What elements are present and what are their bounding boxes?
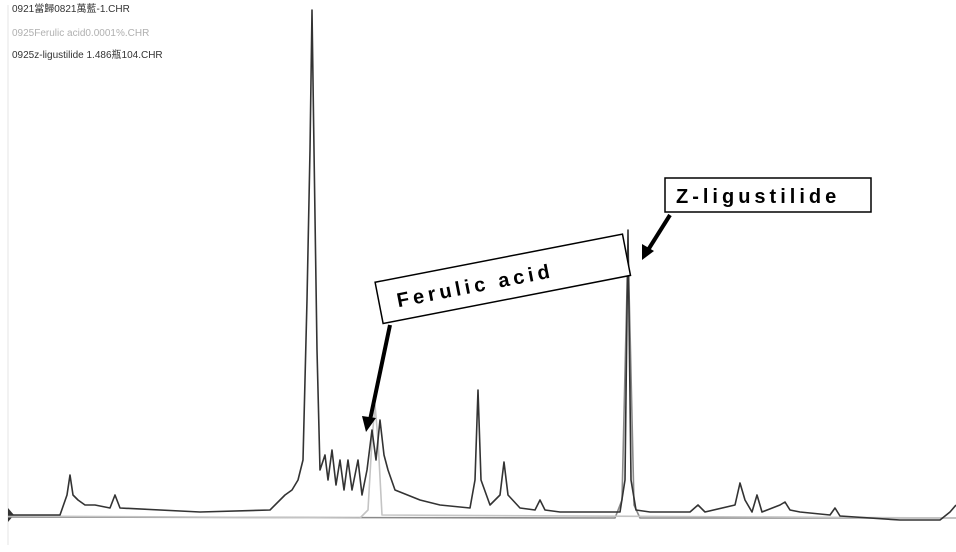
legend-entry: 0925z-ligustilide 1.486瓶104.CHR — [12, 48, 163, 61]
callout-box — [664, 177, 872, 213]
annotation: Z-ligustilide — [676, 186, 840, 208]
traces — [7, 9, 956, 521]
arrow — [646, 213, 672, 252]
legend-entry: 0925Ferulic acid0.0001%.CHR — [12, 28, 149, 39]
callout-box — [374, 233, 632, 325]
trace — [7, 404, 956, 519]
arrow — [368, 324, 392, 421]
arrow-head — [642, 244, 654, 260]
legend-entry: 0921當歸0821萬藍-1.CHR — [12, 2, 130, 15]
trace — [8, 9, 956, 521]
arrow-head — [362, 416, 376, 432]
